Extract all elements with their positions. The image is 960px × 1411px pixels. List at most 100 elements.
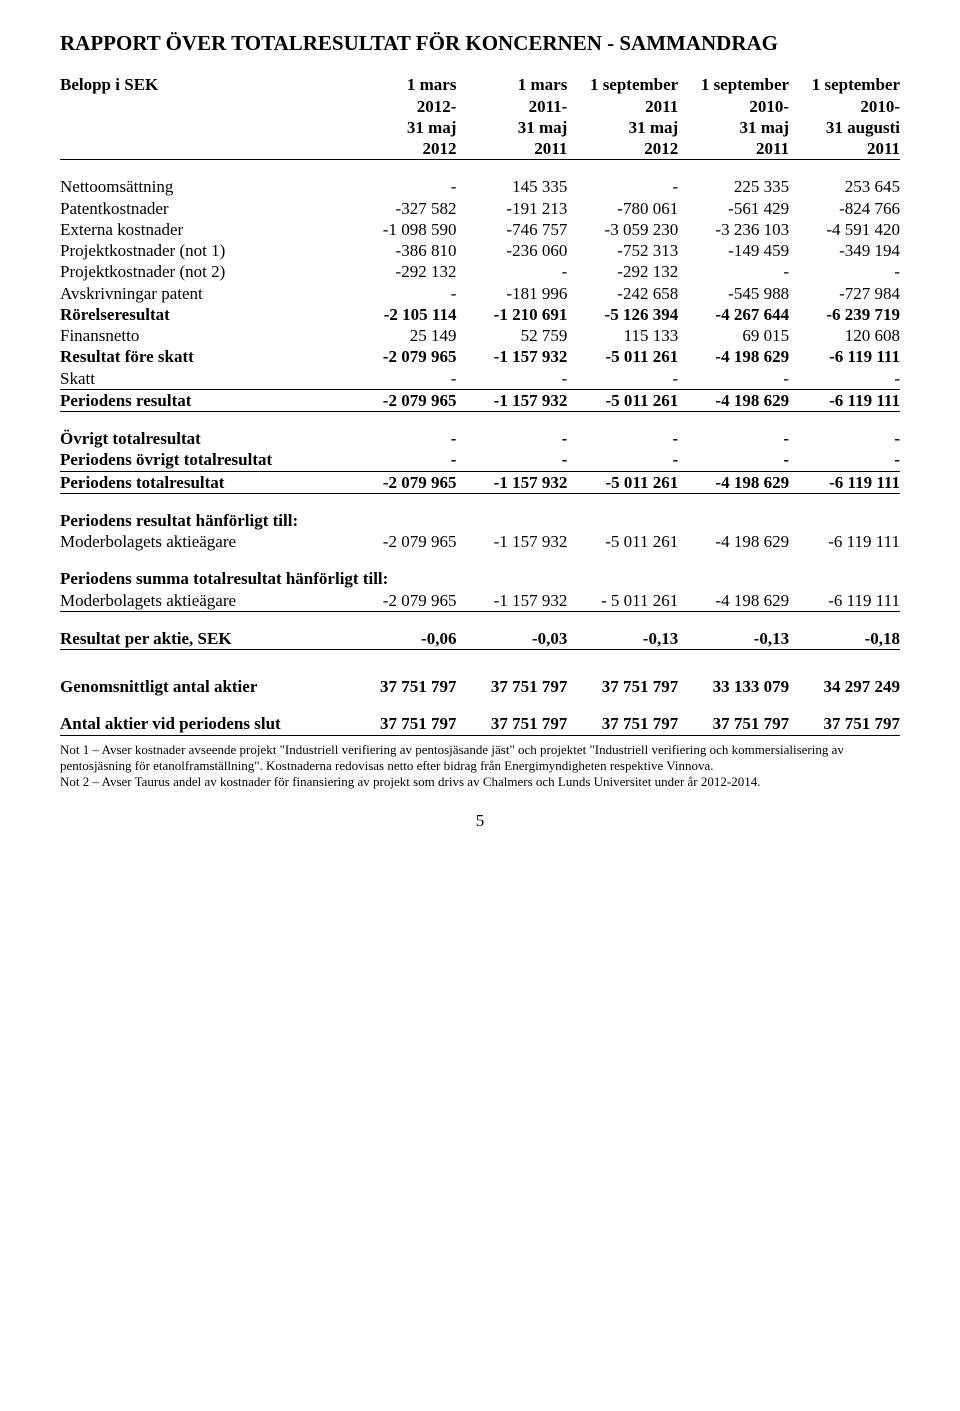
section-heading: Periodens resultat hänförligt till: (60, 510, 900, 531)
cell: -6 119 111 (789, 531, 900, 552)
spacer (60, 697, 900, 713)
table-row: Antal aktier vid periodens slut 37 751 7… (60, 713, 900, 735)
col-header: 31 maj (456, 117, 567, 138)
cell: -1 098 590 (346, 219, 457, 240)
cell: 37 751 797 (456, 713, 567, 735)
row-label: Projektkostnader (not 1) (60, 240, 346, 261)
cell: - (567, 428, 678, 449)
cell: - (346, 368, 457, 390)
section-heading-row: Periodens summa totalresultat hänförligt… (60, 568, 900, 589)
row-label: Rörelseresultat (60, 304, 346, 325)
cell: -191 213 (456, 198, 567, 219)
cell: -545 988 (678, 283, 789, 304)
cell: -4 198 629 (678, 590, 789, 612)
cell: 253 645 (789, 176, 900, 197)
col-header: 2011 (678, 138, 789, 160)
table-row: Periodens totalresultat -2 079 965 -1 15… (60, 472, 900, 494)
cell: 34 297 249 (789, 676, 900, 697)
cell: -1 157 932 (456, 590, 567, 612)
cell: -5 011 261 (567, 346, 678, 367)
cell: - (678, 368, 789, 390)
table-row: Projektkostnader (not 2)-292 132--292 13… (60, 261, 900, 282)
row-label: Projektkostnader (not 2) (60, 261, 346, 282)
row-label: Finansnetto (60, 325, 346, 346)
row-label: Periodens resultat (60, 390, 346, 412)
cell: -2 105 114 (346, 304, 457, 325)
header-row-label: Belopp i SEK (60, 74, 346, 95)
row-label: Resultat före skatt (60, 346, 346, 367)
cell: -0,13 (567, 628, 678, 650)
cell: -386 810 (346, 240, 457, 261)
table-row: Moderbolagets aktieägare -2 079 965 -1 1… (60, 531, 900, 552)
col-header: 2011 (789, 138, 900, 160)
table-header-row: 2012- 2011- 2011 2010- 2010- (60, 96, 900, 117)
cell: -1 157 932 (456, 390, 567, 412)
cell: -149 459 (678, 240, 789, 261)
cell: -1 210 691 (456, 304, 567, 325)
col-header: 1 september (567, 74, 678, 95)
cell: -236 060 (456, 240, 567, 261)
table-row: Finansnetto25 14952 759115 13369 015120 … (60, 325, 900, 346)
cell: 37 751 797 (678, 713, 789, 735)
cell: -242 658 (567, 283, 678, 304)
cell: 37 751 797 (346, 676, 457, 697)
cell: -4 198 629 (678, 346, 789, 367)
cell: 37 751 797 (567, 676, 678, 697)
cell: 25 149 (346, 325, 457, 346)
cell: -2 079 965 (346, 390, 457, 412)
cell: -0,06 (346, 628, 457, 650)
table-header-row: 31 maj 31 maj 31 maj 31 maj 31 augusti (60, 117, 900, 138)
col-header: 31 maj (567, 117, 678, 138)
col-header: 1 september (678, 74, 789, 95)
cell: -3 236 103 (678, 219, 789, 240)
cell: - (346, 283, 457, 304)
cell: - (456, 428, 567, 449)
table-row: Periodens övrigt totalresultat----- (60, 449, 900, 471)
row-label: Moderbolagets aktieägare (60, 531, 346, 552)
cell: -561 429 (678, 198, 789, 219)
footnotes: Not 1 – Avser kostnader avseende projekt… (60, 742, 900, 791)
cell: -5 011 261 (567, 472, 678, 494)
row-label: Periodens totalresultat (60, 472, 346, 494)
row-label: Antal aktier vid periodens slut (60, 713, 346, 735)
cell: -2 079 965 (346, 590, 457, 612)
col-header: 2011 (567, 96, 678, 117)
cell: - (567, 449, 678, 471)
cell: - (456, 368, 567, 390)
section-heading: Periodens summa totalresultat hänförligt… (60, 568, 900, 589)
col-header: 1 mars (346, 74, 457, 95)
cell: -824 766 (789, 198, 900, 219)
spacer (60, 160, 900, 176)
col-header: 1 september (789, 74, 900, 95)
cell: - (456, 261, 567, 282)
cell: - (789, 261, 900, 282)
cell: - (678, 261, 789, 282)
spacer (60, 612, 900, 628)
cell: 115 133 (567, 325, 678, 346)
spacer (60, 552, 900, 568)
cell: - (346, 176, 457, 197)
col-header: 2012 (346, 138, 457, 160)
row-label: Nettoomsättning (60, 176, 346, 197)
cell: -4 198 629 (678, 472, 789, 494)
cell: -727 984 (789, 283, 900, 304)
table-row: Övrigt totalresultat----- (60, 428, 900, 449)
cell: -6 119 111 (789, 472, 900, 494)
cell: - (567, 176, 678, 197)
row-label: Genomsnittligt antal aktier (60, 676, 346, 697)
cell: - (789, 449, 900, 471)
col-header: 1 mars (456, 74, 567, 95)
cell: -6 239 719 (789, 304, 900, 325)
row-label: Övrigt totalresultat (60, 428, 346, 449)
cell: -5 011 261 (567, 531, 678, 552)
spacer (60, 650, 900, 676)
table-row: Projektkostnader (not 1)-386 810-236 060… (60, 240, 900, 261)
cell: -2 079 965 (346, 472, 457, 494)
table-row: Patentkostnader-327 582-191 213-780 061-… (60, 198, 900, 219)
table-row: Externa kostnader-1 098 590-746 757-3 05… (60, 219, 900, 240)
cell: -0,03 (456, 628, 567, 650)
col-header: 31 maj (346, 117, 457, 138)
footnote-1: Not 1 – Avser kostnader avseende projekt… (60, 742, 900, 775)
cell: 33 133 079 (678, 676, 789, 697)
cell: -1 157 932 (456, 346, 567, 367)
